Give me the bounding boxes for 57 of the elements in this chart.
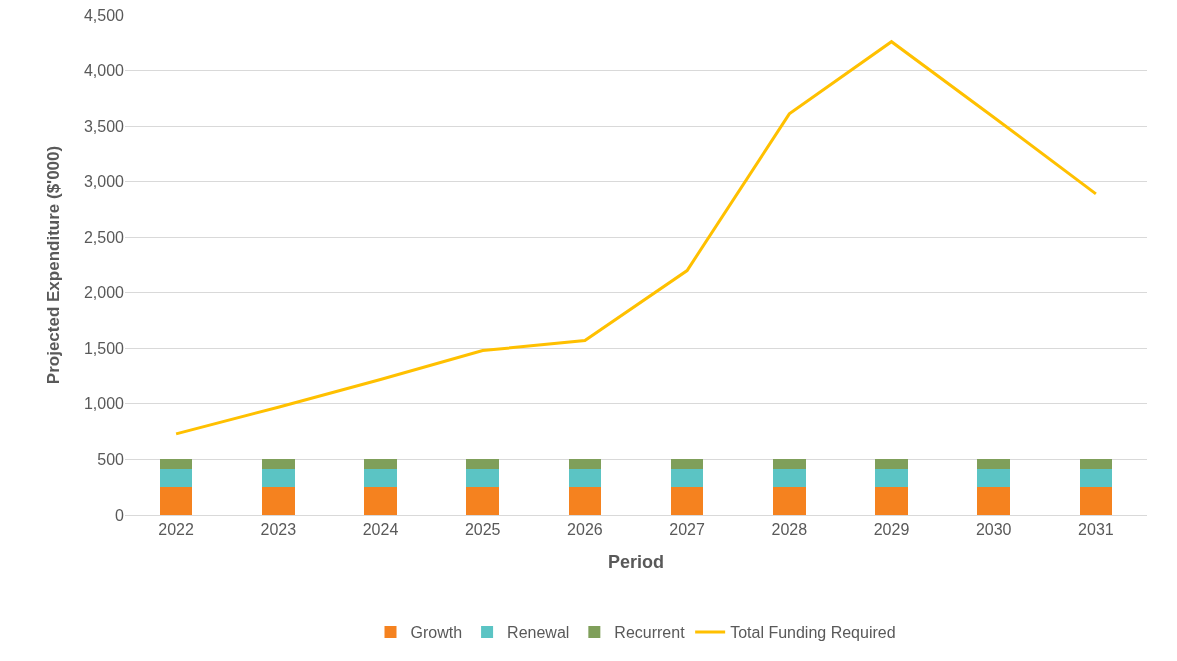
bar <box>364 469 397 488</box>
bar <box>772 487 806 515</box>
x-tick-label: 2024 <box>362 521 399 539</box>
y-tick-label: 4,000 <box>83 62 125 80</box>
bar <box>568 487 602 515</box>
bar <box>159 487 193 515</box>
x-tick-label: 2028 <box>771 521 808 539</box>
bar <box>875 459 908 470</box>
bar <box>670 459 704 470</box>
y-tick-label: 3,000 <box>83 173 125 191</box>
bar <box>670 487 704 515</box>
x-tick-label: 2026 <box>567 521 603 539</box>
bar <box>977 469 1011 488</box>
bar <box>466 487 500 515</box>
y-tick-label: 3,500 <box>83 117 125 135</box>
bar <box>875 487 908 515</box>
y-tick-label: 1,000 <box>83 395 125 413</box>
y-tick-label: 1,500 <box>83 339 125 357</box>
y-tick-label: 2,500 <box>83 228 125 246</box>
legend-label: Growth <box>410 624 463 642</box>
bar <box>875 469 908 488</box>
legend-label: Renewal <box>507 624 570 642</box>
bar <box>261 487 295 515</box>
line-series <box>174 40 1098 436</box>
y-tick-label: 0 <box>115 506 125 524</box>
bar <box>364 459 397 470</box>
bar <box>568 459 602 470</box>
x-tick-label: 2023 <box>260 521 297 539</box>
bar <box>670 469 704 488</box>
bar <box>159 459 193 470</box>
bar <box>261 459 295 470</box>
x-tick-label: 2031 <box>1078 521 1114 539</box>
bar <box>568 469 602 488</box>
y-tick-label: 500 <box>97 451 125 469</box>
x-tick-label: 2027 <box>669 521 705 539</box>
x-tick-label: 2025 <box>464 521 501 539</box>
x-axis-title: Period <box>607 552 665 573</box>
bar <box>977 487 1011 515</box>
bar <box>977 459 1011 470</box>
y-tick-label: 4,500 <box>83 6 125 24</box>
x-tick-label: 2029 <box>873 521 910 539</box>
bar <box>1079 459 1113 470</box>
bar <box>1079 487 1113 515</box>
bar <box>159 469 193 488</box>
bar <box>466 469 500 488</box>
legend-label: Total Funding Required <box>730 624 896 642</box>
y-axis-title: Projected Expenditure ($'000) <box>43 145 63 385</box>
legend-label: Recurrent <box>614 624 686 642</box>
bar <box>466 459 500 470</box>
bar <box>1079 469 1113 488</box>
bar <box>364 487 397 515</box>
x-tick-label: 2030 <box>975 521 1012 539</box>
y-tick-label: 2,000 <box>83 284 125 302</box>
bar <box>772 469 806 488</box>
bar <box>261 469 295 488</box>
x-tick-label: 2022 <box>158 521 194 539</box>
bar <box>772 459 806 470</box>
